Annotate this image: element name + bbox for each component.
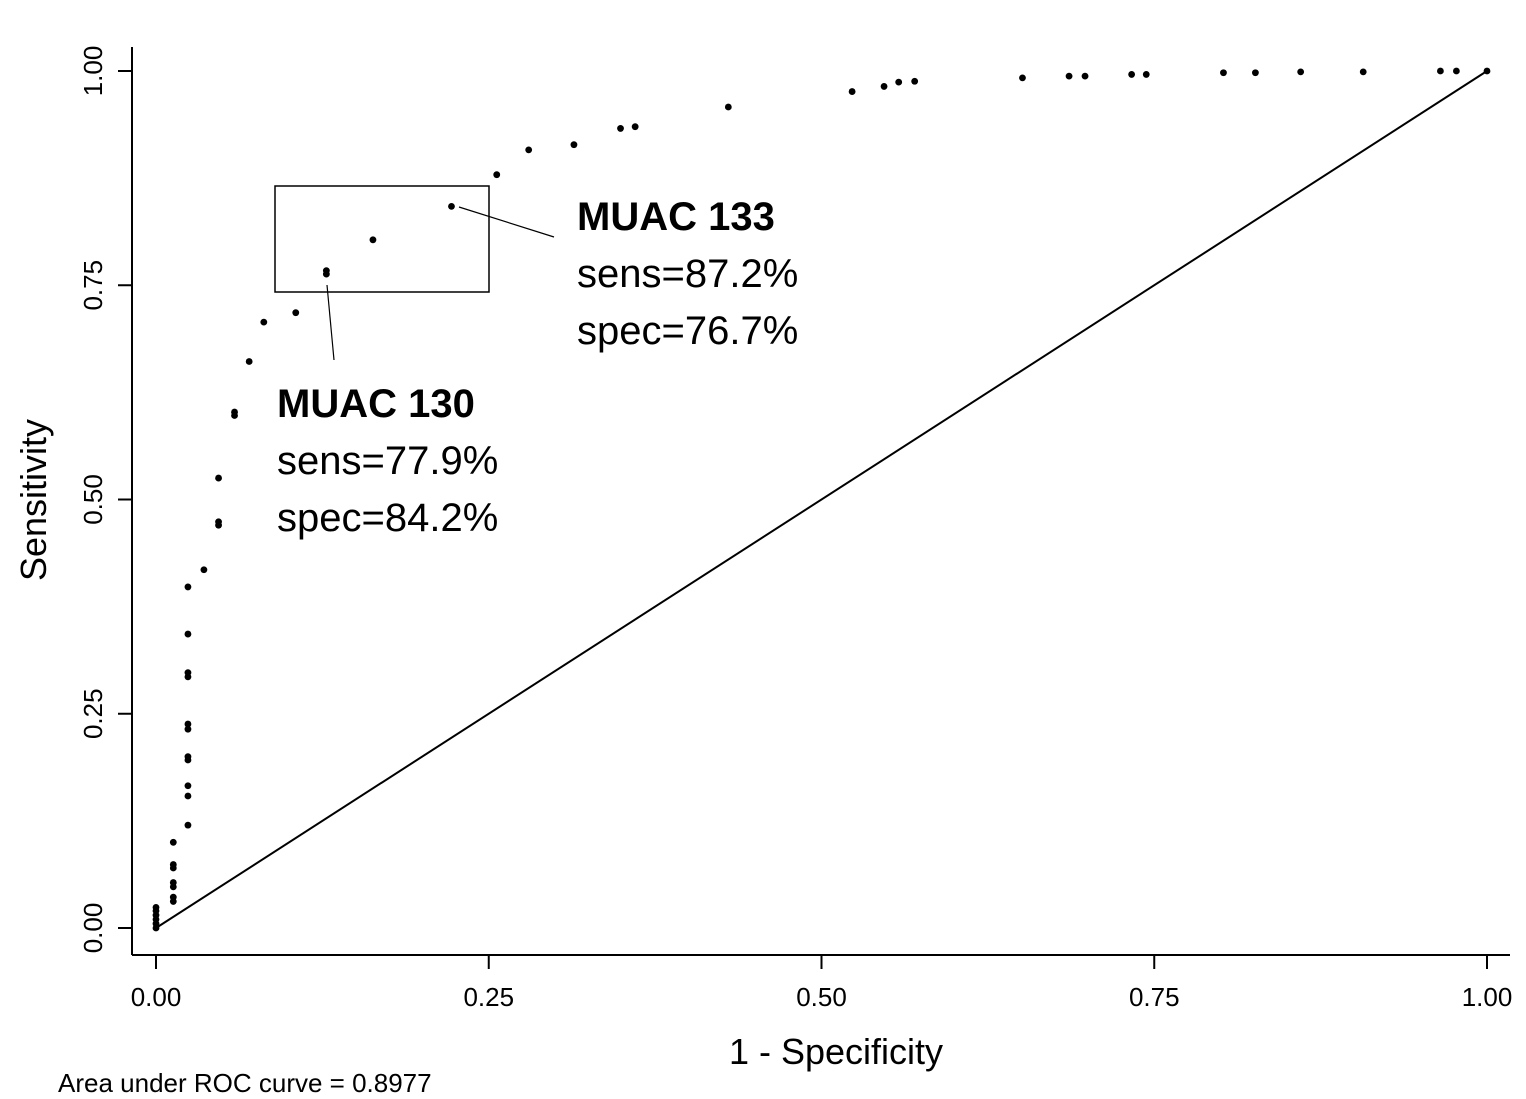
roc-point bbox=[184, 782, 192, 790]
annotation-muac-130-title: MUAC 130 bbox=[277, 382, 475, 426]
annotation-muac-130-spec: spec=84.2% bbox=[277, 496, 498, 540]
y-tick-label: 0.25 bbox=[78, 688, 108, 739]
roc-points bbox=[152, 67, 1491, 932]
roc-point bbox=[493, 171, 501, 179]
annotation-muac-133-sens: sens=87.2% bbox=[577, 252, 798, 296]
x-tick-label: 1.00 bbox=[1462, 982, 1513, 1012]
x-axis-ticks: 0.00 0.25 0.50 0.75 1.00 bbox=[131, 955, 1513, 1012]
x-tick-label: 0.50 bbox=[796, 982, 847, 1012]
y-tick-label: 0.75 bbox=[78, 260, 108, 311]
roc-point bbox=[1437, 67, 1444, 75]
roc-point bbox=[848, 88, 856, 95]
roc-point bbox=[245, 358, 253, 365]
roc-point bbox=[169, 861, 177, 868]
leader-line-muac-133 bbox=[458, 206, 555, 238]
roc-point bbox=[184, 669, 192, 677]
roc-point bbox=[260, 318, 268, 326]
roc-point bbox=[1483, 67, 1491, 75]
reference-diagonal bbox=[155, 70, 1488, 929]
auc-footer: Area under ROC curve = 0.8977 bbox=[58, 1068, 432, 1098]
roc-point bbox=[215, 474, 222, 482]
y-axis-ticks: 0.00 0.25 0.50 0.75 1.00 bbox=[78, 46, 132, 954]
annotation-muac-133-title: MUAC 133 bbox=[577, 195, 775, 239]
roc-point bbox=[184, 753, 192, 760]
roc-point bbox=[617, 125, 624, 132]
roc-point bbox=[231, 408, 238, 416]
roc-point bbox=[1081, 72, 1089, 80]
roc-point bbox=[631, 123, 639, 131]
roc-point bbox=[1065, 72, 1073, 80]
roc-point bbox=[1019, 74, 1026, 82]
annotation-muac-130-sens: sens=77.9% bbox=[277, 439, 498, 483]
roc-point bbox=[322, 267, 330, 275]
y-tick-label: 0.00 bbox=[78, 903, 108, 954]
roc-point bbox=[880, 83, 888, 90]
x-axis-title: 1 - Specificity bbox=[729, 1031, 943, 1072]
roc-point bbox=[1128, 71, 1136, 78]
roc-point bbox=[570, 141, 578, 149]
roc-point bbox=[169, 893, 177, 901]
roc-point bbox=[1220, 69, 1227, 77]
x-tick-label: 0.75 bbox=[1129, 982, 1180, 1012]
roc-point bbox=[292, 309, 300, 317]
roc-point bbox=[184, 821, 192, 829]
y-tick-label: 1.00 bbox=[78, 46, 108, 97]
roc-point bbox=[169, 838, 177, 846]
roc-point bbox=[200, 566, 208, 574]
highlight-box bbox=[274, 185, 490, 293]
x-tick-label: 0.00 bbox=[131, 982, 182, 1012]
roc-point bbox=[184, 630, 192, 638]
roc-point bbox=[184, 725, 192, 733]
roc-point bbox=[152, 904, 160, 911]
roc-point bbox=[1359, 68, 1367, 76]
roc-point bbox=[1452, 67, 1460, 75]
roc-point bbox=[724, 103, 732, 111]
y-axis-title: Sensitivity bbox=[13, 419, 54, 581]
y-tick-label: 0.50 bbox=[78, 474, 108, 525]
roc-point bbox=[369, 236, 377, 244]
roc-point bbox=[1252, 69, 1259, 77]
roc-point bbox=[184, 792, 192, 800]
roc-point bbox=[169, 879, 177, 886]
roc-point bbox=[215, 518, 222, 526]
roc-point bbox=[525, 146, 533, 154]
roc-point bbox=[895, 78, 903, 86]
leader-line-muac-130 bbox=[326, 284, 335, 361]
roc-point bbox=[184, 583, 192, 591]
roc-point bbox=[1297, 68, 1305, 76]
roc-point bbox=[184, 720, 192, 728]
roc-point bbox=[448, 203, 455, 210]
x-tick-label: 0.25 bbox=[463, 982, 514, 1012]
roc-point bbox=[1142, 71, 1150, 78]
roc-point bbox=[911, 77, 919, 85]
annotation-muac-133-spec: spec=76.7% bbox=[577, 309, 798, 353]
